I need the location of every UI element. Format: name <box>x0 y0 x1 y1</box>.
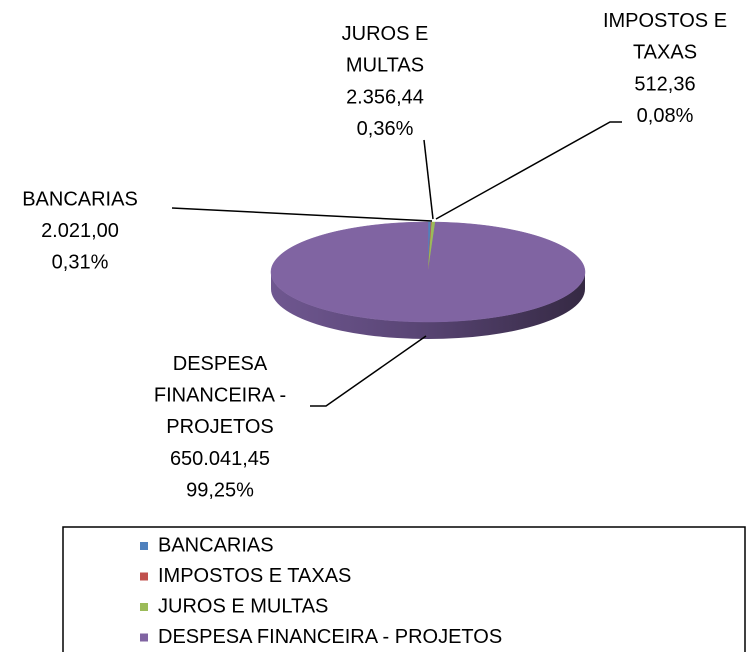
label-line: FINANCEIRA - <box>154 385 286 407</box>
leader-line <box>423 139 434 220</box>
label-line: DESPESA <box>173 353 268 375</box>
legend-label: IMPOSTOS E TAXAS <box>158 565 351 587</box>
pie-slice <box>270 221 586 323</box>
legend-swatch <box>140 633 148 642</box>
legend-box <box>62 526 746 652</box>
data-label-category: IMPOSTOS E TAXAS <box>603 10 727 64</box>
leader-lines <box>171 121 622 407</box>
data-label-value: 650.041,45 <box>170 448 270 470</box>
legend-label: DESPESA FINANCEIRA - PROJETOS <box>158 626 502 648</box>
data-label-percent: 0,31% <box>52 251 109 273</box>
data-label-value: 512,36 <box>634 73 695 95</box>
data-label-value: 2.021,00 <box>41 220 119 242</box>
data-label-category: JUROS E MULTAS <box>342 23 429 77</box>
legend-label: BANCARIAS <box>158 534 274 556</box>
pie <box>270 221 586 339</box>
data-label-percent: 99,25% <box>186 479 254 501</box>
pie-slice-side <box>271 272 585 339</box>
legend-label: JUROS E MULTAS <box>158 595 328 617</box>
label-line: JUROS E <box>342 23 429 45</box>
leader-line <box>435 121 622 220</box>
label-line: IMPOSTOS E <box>603 10 727 32</box>
legend-swatch <box>140 603 148 611</box>
label-line: TAXAS <box>633 42 697 64</box>
data-label-category: BANCARIAS <box>22 188 138 210</box>
data-label-percent: 0,36% <box>357 118 414 140</box>
leader-line <box>171 207 433 222</box>
legend-swatch <box>140 542 148 550</box>
legend-swatch <box>140 572 148 581</box>
label-line: PROJETOS <box>166 416 273 438</box>
data-label-percent: 0,08% <box>637 105 694 127</box>
label-line: MULTAS <box>346 55 424 77</box>
data-label-category: DESPESA FINANCEIRA - PROJETOS <box>154 353 286 438</box>
data-label-value: 2.356,44 <box>346 86 424 108</box>
leader-line <box>310 335 427 407</box>
